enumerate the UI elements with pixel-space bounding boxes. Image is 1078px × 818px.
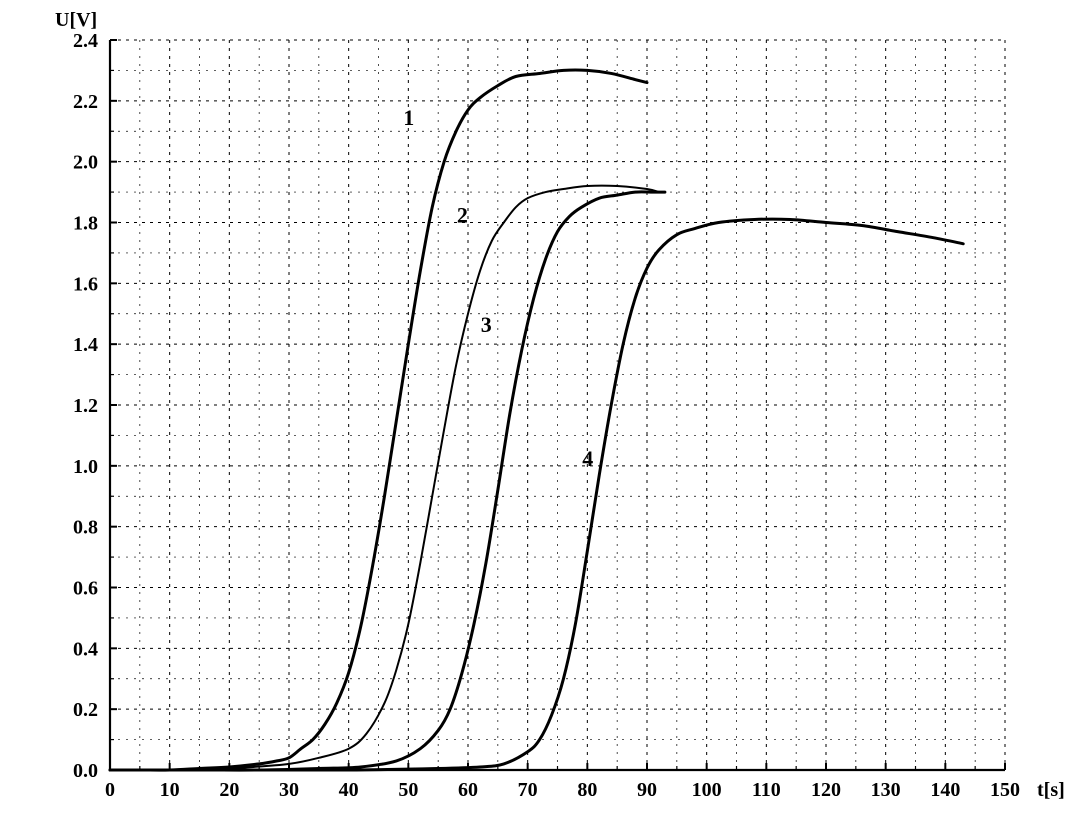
x-tick-label: 60 [458,779,478,801]
y-tick-label: 2.0 [73,152,98,174]
x-tick-label: 20 [219,779,239,801]
y-tick-label: 2.4 [73,30,98,52]
y-tick-label: 0.6 [73,578,98,600]
x-axis-label: t[s] [1037,779,1065,801]
y-tick-label: 1.4 [73,334,98,356]
x-tick-label: 130 [871,779,901,801]
y-tick-label: 0.8 [73,517,98,539]
x-tick-label: 70 [518,779,538,801]
y-tick-label: 0.2 [73,699,98,721]
x-tick-label: 90 [637,779,657,801]
series-label-curve1: 1 [403,105,414,130]
series-label-curve4: 4 [582,446,593,471]
y-tick-label: 1.2 [73,395,98,417]
y-tick-label: 2.2 [73,91,98,113]
x-tick-label: 0 [105,779,115,801]
y-tick-label: 1.8 [73,213,98,235]
y-tick-label: 0.0 [73,760,98,782]
y-tick-label: 0.4 [73,638,98,660]
x-tick-label: 50 [398,779,418,801]
chart-background [0,0,1078,818]
x-tick-label: 10 [160,779,180,801]
x-tick-label: 150 [990,779,1020,801]
voltage-time-chart: 0 10 20 30 40 50 60 70 80 90 100 110 120 130 140 150 0.0… [0,0,1078,818]
series-label-curve2: 2 [457,203,468,228]
x-tick-label: 40 [339,779,359,801]
x-tick-label: 100 [692,779,722,801]
x-tick-label: 30 [279,779,299,801]
y-tick-label: 1.6 [73,273,98,295]
x-tick-label: 120 [811,779,841,801]
series-label-curve3: 3 [481,312,492,337]
y-tick-label: 1.0 [73,456,98,478]
x-tick-label: 110 [752,779,781,801]
x-tick-label: 80 [577,779,597,801]
y-axis-label: U[V] [55,9,97,31]
x-tick-label: 140 [930,779,960,801]
chart-container: 0 10 20 30 40 50 60 70 80 90 100 110 120 130 140 150 0.0… [0,0,1078,818]
